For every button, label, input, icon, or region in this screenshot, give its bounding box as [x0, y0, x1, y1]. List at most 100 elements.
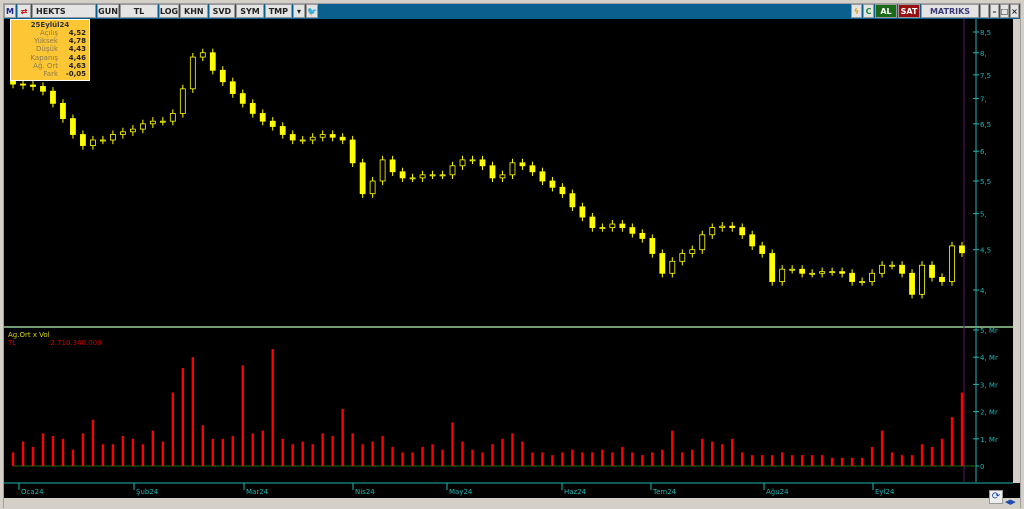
volume-bar [101, 444, 105, 466]
price-tick-label: 7,5 [980, 72, 991, 80]
candle-body [259, 113, 266, 122]
time-tick-label: Tem24 [652, 488, 677, 496]
candle-body [50, 90, 56, 104]
candle-body [529, 165, 536, 173]
volume-unit: TL [8, 339, 17, 347]
candle-body [869, 272, 875, 282]
candle-body [949, 245, 955, 282]
info-value: 4,52 [68, 29, 86, 37]
candle-body [579, 206, 586, 218]
volume-bar [840, 457, 844, 466]
volume-bar [621, 446, 624, 466]
volume-bar [711, 441, 714, 466]
buy-button[interactable]: AL [875, 4, 897, 18]
refresh-icon[interactable]: C [863, 4, 874, 18]
volume-bar [351, 433, 354, 466]
info-row: Fark -0,05 [14, 70, 86, 78]
candle-body [459, 159, 466, 167]
info-row: Düşük 4,43 [14, 45, 86, 53]
info-label: Düşük [36, 45, 58, 54]
volume-bar [251, 433, 254, 466]
candle-body [239, 93, 246, 104]
candle-body [309, 136, 316, 141]
volume-bar [651, 452, 654, 466]
compare-icon[interactable]: ⇄ [17, 4, 31, 18]
volume-bar [281, 438, 284, 466]
info-row: Açılış 4,52 [14, 29, 86, 37]
period-button[interactable]: GUN [97, 4, 119, 18]
volume-bar [121, 436, 125, 466]
candle-body [129, 128, 136, 133]
pin-button[interactable] [980, 4, 989, 18]
candle-body [389, 159, 396, 173]
volume-tick-label: 0 [980, 463, 984, 471]
matriks-logo: M [4, 4, 16, 18]
currency-button[interactable]: TL [120, 4, 158, 18]
close-button[interactable]: × [1010, 4, 1019, 18]
chart-window: M ⇄ HEKTS GUN TL LOG KHN SVD SYM TMP ▾ 🐦… [3, 3, 1021, 508]
candle-body [929, 264, 935, 278]
symbol-field[interactable]: HEKTS [32, 4, 96, 18]
volume-bar [241, 365, 244, 466]
candle-body [289, 134, 296, 141]
candle-body [479, 159, 486, 167]
chart-canvas[interactable]: 8,5 8, 7,5 7, 6,5 6, 5,5 5, 4,5 4, 5, Mr 4, Mr 3, Mr… [4, 4, 1020, 498]
candle-body [709, 227, 716, 236]
volume-bar [11, 452, 15, 466]
volume-bar [930, 446, 934, 466]
price-tick-label: 6, [980, 148, 987, 156]
sell-button[interactable]: SAT [898, 4, 920, 18]
candle-body [339, 136, 346, 141]
sync-icon[interactable]: ⟳ [989, 490, 1003, 504]
volume-bar [171, 392, 175, 466]
candle-body [30, 84, 36, 87]
candle-body [669, 260, 676, 274]
tmp-button[interactable]: TMP [264, 4, 292, 18]
volume-bar [900, 455, 904, 466]
candle-body [399, 171, 406, 179]
price-tick-label: 7, [980, 95, 987, 103]
candle-body [889, 264, 895, 267]
lightning-icon[interactable]: ϟ [851, 4, 862, 18]
volume-bar [451, 422, 454, 466]
volume-bar [131, 438, 135, 466]
dropdown-icon[interactable]: ▾ [292, 4, 305, 18]
volume-bar [411, 452, 414, 466]
volume-bar [751, 455, 754, 466]
volume-bar [741, 452, 744, 466]
candle-body [169, 113, 176, 122]
candle-body [759, 245, 766, 254]
candle-body [80, 134, 86, 146]
scroll-arrows[interactable]: ◀▶ [1005, 498, 1016, 506]
khn-button[interactable]: KHN [180, 4, 208, 18]
candle-body [119, 131, 126, 135]
volume-bar [341, 408, 344, 466]
volume-bar [910, 455, 914, 466]
candle-body [829, 271, 836, 274]
sym-button[interactable]: SYM [236, 4, 264, 18]
candle-body [469, 159, 476, 162]
volume-bar [721, 444, 724, 466]
volume-bar [491, 444, 494, 466]
time-tick-label: Mar24 [246, 488, 269, 496]
volume-bar [151, 430, 155, 466]
svd-button[interactable]: SVD [208, 4, 236, 18]
time-tick-label: Oca24 [21, 488, 44, 496]
price-tick-label: 6,5 [980, 121, 991, 129]
candle-body [319, 134, 326, 138]
volume-value: :2.710.340.000 [48, 339, 102, 347]
candle-body [849, 272, 856, 282]
volume-bar [771, 455, 774, 466]
candle-body [439, 174, 446, 177]
volume-bar [211, 438, 214, 466]
volume-bar [311, 444, 314, 466]
volume-bar [601, 449, 604, 466]
twitter-icon[interactable]: 🐦 [305, 4, 318, 18]
minimize-button[interactable]: – [990, 4, 999, 18]
log-button[interactable]: LOG [159, 4, 179, 18]
maximize-button[interactable]: □ [1000, 4, 1009, 18]
candle-body [919, 264, 925, 295]
volume-bar [830, 457, 834, 466]
time-tick-label: May24 [449, 488, 473, 496]
volume-bar [441, 449, 444, 466]
